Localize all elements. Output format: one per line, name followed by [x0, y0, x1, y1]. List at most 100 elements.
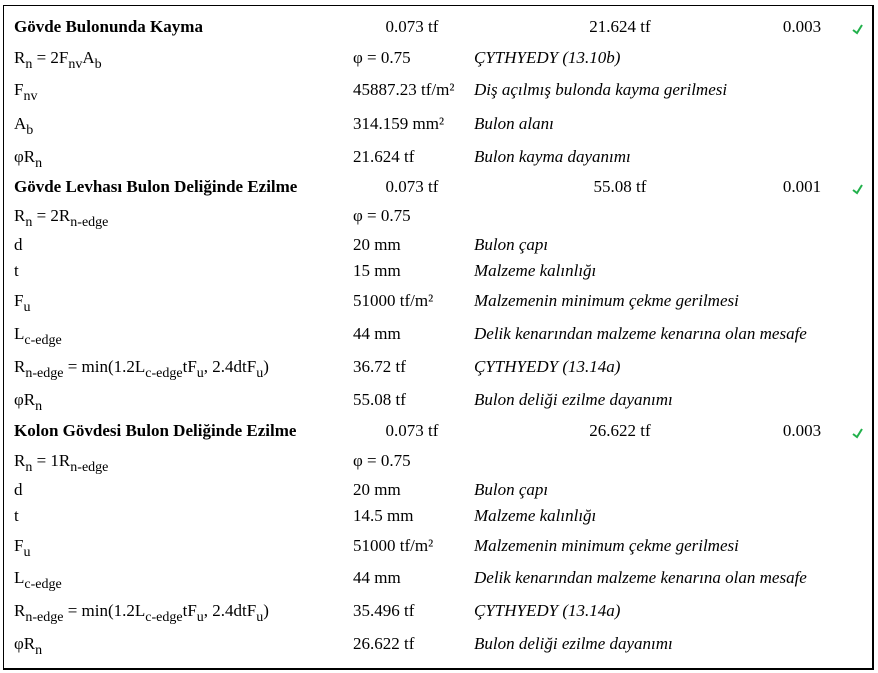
formula-description: Malzeme kalınlığı	[474, 506, 597, 525]
symbol-text: = 1R	[32, 451, 71, 470]
ratio-value: 0.003	[782, 17, 822, 36]
symbol-text: tF	[182, 601, 197, 620]
formula-description: Diş açılmış bulonda kayma gerilmesi	[474, 80, 728, 99]
section-header: Gövde Levhası Bulon Deliğinde Ezilme 0.07…	[0, 177, 878, 203]
symbol-text: R	[14, 206, 26, 225]
demand-value: 0.073 tf	[385, 17, 439, 36]
subscript: b	[26, 123, 34, 138]
subscript: n	[35, 399, 43, 414]
ratio-value: 0.001	[782, 177, 822, 196]
formula-value: 36.72 tf	[353, 357, 406, 376]
symbol-text: = min(1.2L	[63, 601, 146, 620]
subscript: c-edge	[24, 577, 62, 592]
symbol-text: , 2.4dtF	[203, 601, 257, 620]
checkmark-icon	[852, 184, 863, 195]
symbol-text: A	[14, 114, 27, 133]
formula-row: t 14.5 mm Malzeme kalınlığı	[0, 506, 878, 532]
formula-value: φ = 0.75	[353, 48, 411, 67]
formula-row: Lc-edge 44 mm Delik kenarından malzeme ken…	[0, 568, 878, 594]
symbol-text: t	[14, 506, 19, 525]
formula-label: Lc-edge	[14, 568, 62, 592]
formula-label: Fu	[14, 291, 30, 315]
formula-label: Rn = 1Rn-edge	[14, 451, 108, 475]
formula-description: Bulon alanı	[474, 114, 554, 133]
formula-label: Rn-edge = min(1.2Lc-edgetFu, 2.4dtFu)	[14, 357, 269, 381]
formula-row: d 20 mm Bulon çapı	[0, 235, 878, 261]
symbol-text: L	[14, 568, 25, 587]
formula-value: 45887.23 tf/m²	[353, 80, 455, 99]
symbol-text: R	[14, 48, 26, 67]
symbol-text: = min(1.2L	[63, 357, 146, 376]
formula-description: Malzemenin minimum çekme gerilmesi	[474, 291, 739, 310]
symbol-text: tF	[182, 357, 197, 376]
symbol-text: φR	[14, 147, 36, 166]
formula-value: 20 mm	[353, 480, 401, 499]
subscript: n	[35, 643, 43, 658]
subscript: nv	[23, 89, 38, 104]
formula-description: Malzemenin minimum çekme gerilmesi	[474, 536, 739, 555]
formula-label: φRn	[14, 390, 42, 414]
symbol-text: L	[14, 324, 25, 343]
formula-row: Fu 51000 tf/m² Malzemenin minimum çekme ge…	[0, 536, 878, 562]
symbol-text: R	[14, 601, 26, 620]
formula-label: φRn	[14, 147, 42, 171]
formula-row: φRn 26.622 tf Bulon deliği ezilme dayanımı	[0, 634, 878, 660]
section-title: Gövde Bulonunda Kayma	[14, 17, 203, 36]
formula-value: φ = 0.75	[353, 206, 411, 225]
section-title: Kolon Gövdesi Bulon Deliğinde Ezilme	[14, 421, 297, 440]
formula-description: Delik kenarından malzeme kenarına olan m…	[474, 568, 807, 587]
symbol-text: φR	[14, 390, 36, 409]
subscript: n	[35, 156, 43, 171]
formula-row: Rn = 1Rn-edge φ = 0.75	[0, 451, 878, 477]
formula-description: ÇYTHYEDY (13.14a)	[474, 357, 621, 376]
formula-row: Fu 51000 tf/m² Malzemenin minimum çekme ge…	[0, 291, 878, 317]
subscript: b	[94, 57, 102, 72]
section-header: Gövde Bulonunda Kayma 0.073 tf 21.624 tf 0.…	[0, 17, 878, 43]
section-header: Kolon Gövdesi Bulon Deliğinde Ezilme 0.07…	[0, 421, 878, 447]
formula-row: Fnv 45887.23 tf/m² Diş açılmış bulonda kay…	[0, 80, 878, 106]
subscript: c-edge	[24, 333, 62, 348]
symbol-text: φR	[14, 634, 36, 653]
subscript: n	[25, 215, 33, 230]
formula-row: Ab 314.159 mm² Bulon alanı	[0, 114, 878, 140]
formula-description: Bulon deliği ezilme dayanımı	[474, 634, 673, 653]
section-title: Gövde Levhası Bulon Deliğinde Ezilme	[14, 177, 298, 196]
capacity-value: 21.624 tf	[589, 17, 651, 36]
formula-description: Bulon deliği ezilme dayanımı	[474, 390, 673, 409]
formula-row: t 15 mm Malzeme kalınlığı	[0, 261, 878, 287]
formula-value: 20 mm	[353, 235, 401, 254]
formula-row: Rn-edge = min(1.2Lc-edgetFu, 2.4dtFu) 36.…	[0, 357, 878, 383]
formula-row: φRn 21.624 tf Bulon kayma dayanımı	[0, 147, 878, 173]
formula-value: 44 mm	[353, 324, 401, 343]
capacity-value: 55.08 tf	[593, 177, 647, 196]
formula-row: Rn = 2Rn-edge φ = 0.75	[0, 206, 878, 232]
formula-description: ÇYTHYEDY (13.14a)	[474, 601, 621, 620]
subscript: u	[23, 545, 31, 560]
formula-value: 55.08 tf	[353, 390, 406, 409]
subscript: nv	[68, 57, 83, 72]
formula-label: d	[14, 235, 23, 255]
formula-label: Lc-edge	[14, 324, 62, 348]
subscript: u	[23, 300, 31, 315]
subscript: c-edge	[145, 366, 183, 381]
symbol-text: F	[14, 80, 24, 99]
symbol-text: F	[14, 291, 24, 310]
formula-description: Bulon çapı	[474, 235, 549, 254]
formula-description: Bulon çapı	[474, 480, 549, 499]
symbol-text: , 2.4dtF	[203, 357, 257, 376]
subscript: n-edge	[70, 215, 109, 230]
ratio-value: 0.003	[782, 421, 822, 440]
formula-description: Bulon kayma dayanımı	[474, 147, 631, 166]
formula-value: 14.5 mm	[353, 506, 414, 525]
symbol-text: R	[14, 451, 26, 470]
symbol-text: )	[263, 357, 269, 376]
formula-description: Delik kenarından malzeme kenarına olan m…	[474, 324, 807, 343]
formula-row: φRn 55.08 tf Bulon deliği ezilme dayanımı	[0, 390, 878, 416]
formula-label: Fnv	[14, 80, 37, 104]
capacity-value: 26.622 tf	[589, 421, 651, 440]
checkmark-icon	[852, 24, 863, 35]
formula-label: d	[14, 480, 23, 500]
symbol-text: R	[14, 357, 26, 376]
demand-value: 0.073 tf	[385, 421, 439, 440]
